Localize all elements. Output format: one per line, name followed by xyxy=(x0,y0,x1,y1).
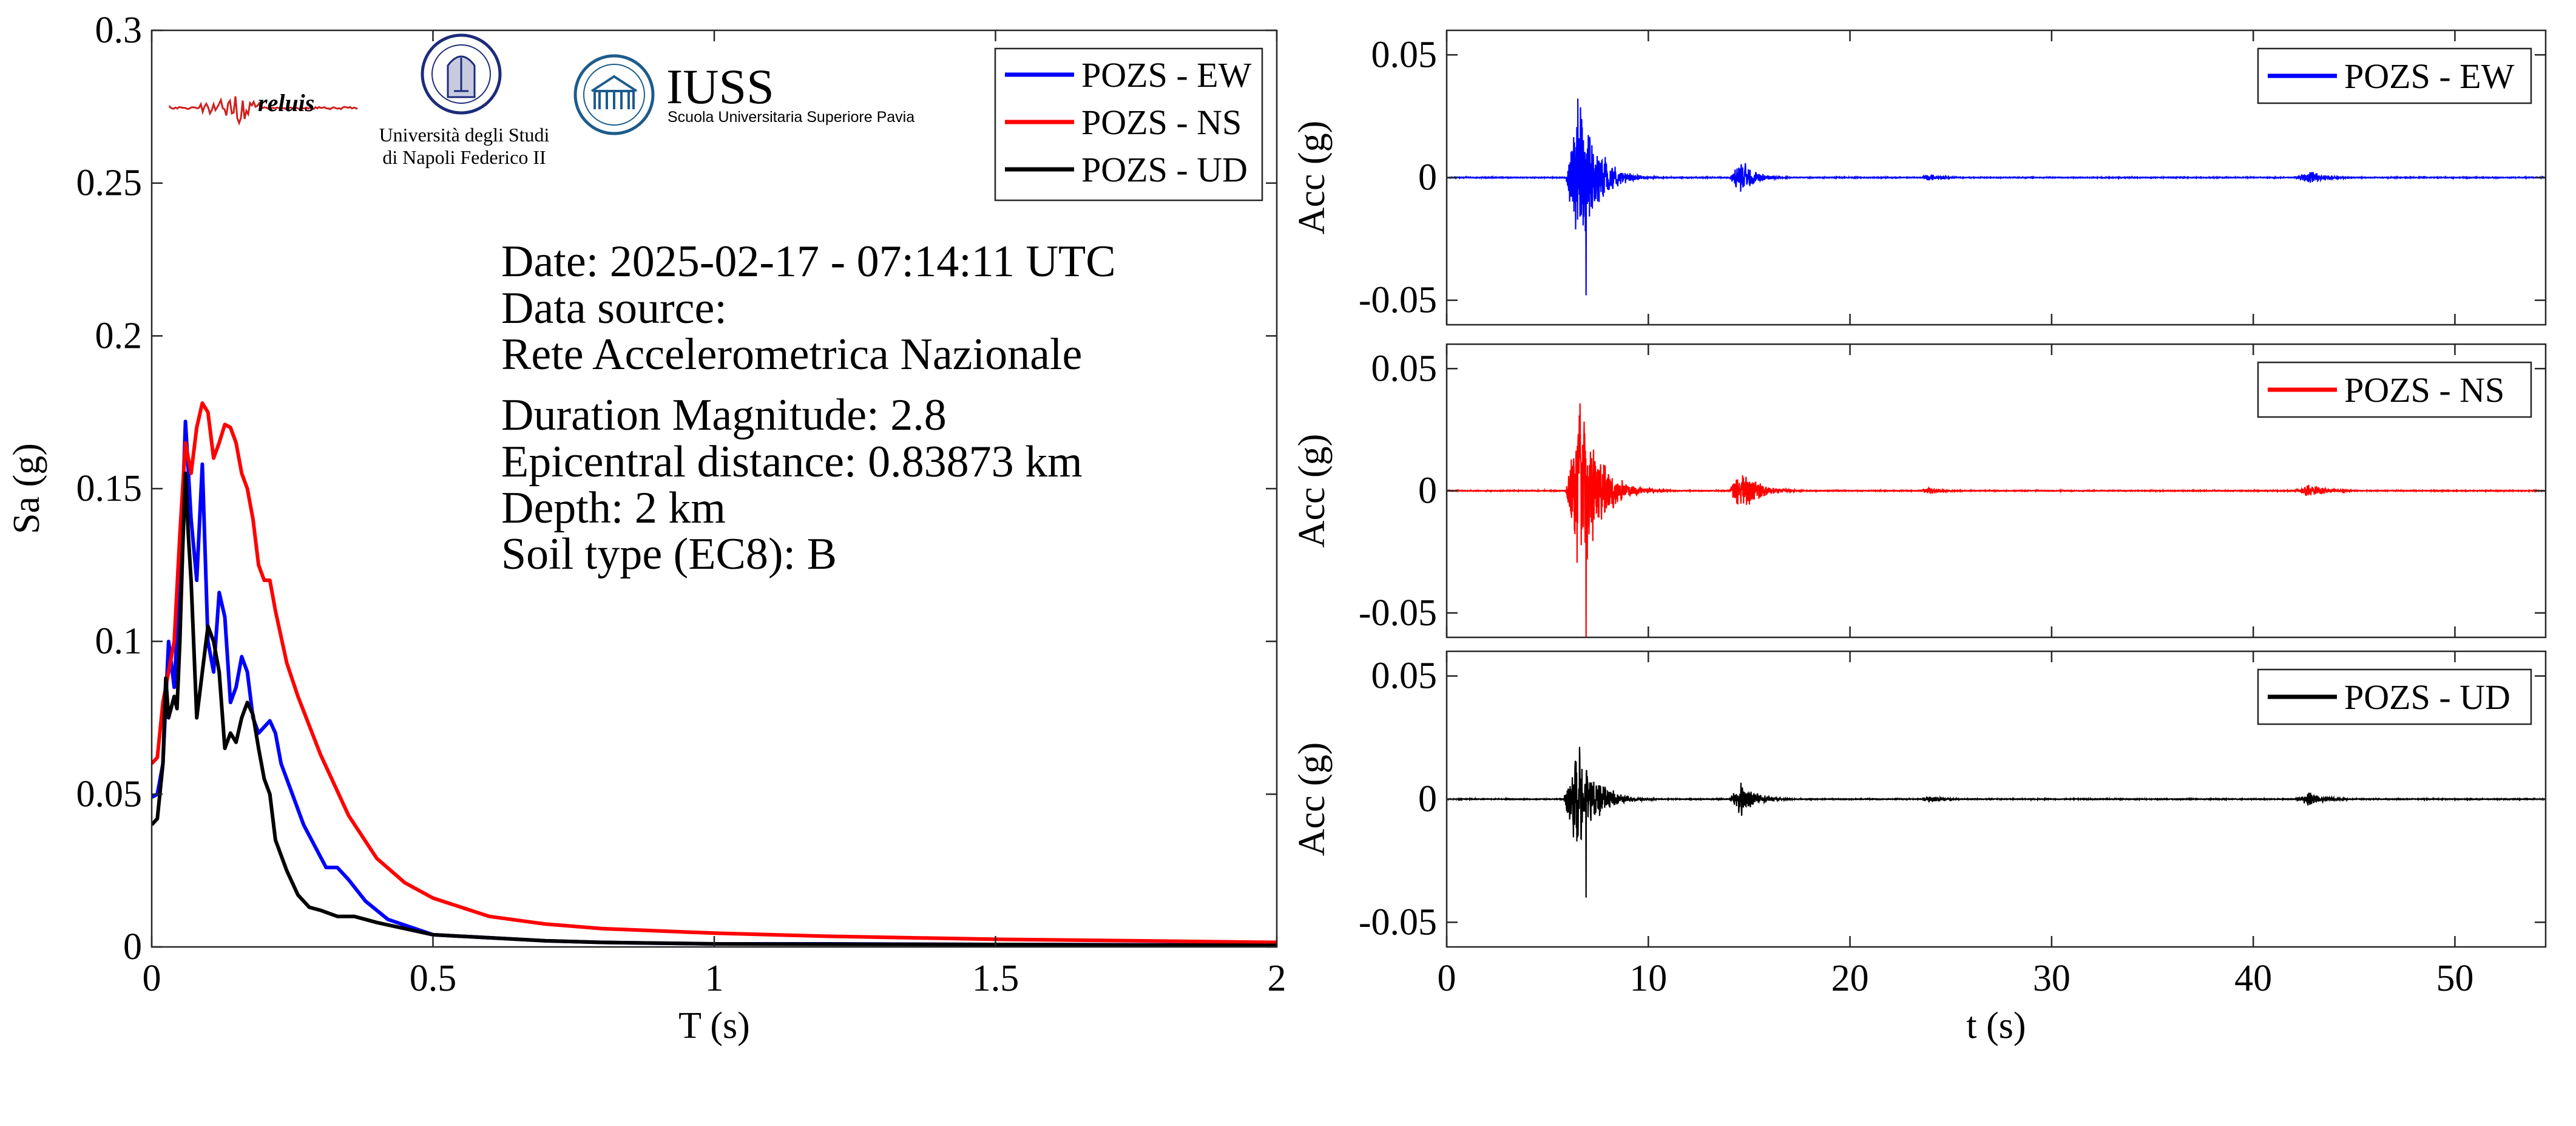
x-tick-label: 1.5 xyxy=(972,958,1019,999)
plot-area xyxy=(152,401,1277,947)
unina-line1: Università degli Studi xyxy=(379,124,550,146)
series-line-pozs-ns xyxy=(1447,403,2546,637)
info-soil: Soil type (EC8): B xyxy=(501,529,837,579)
x-tick-label: 0 xyxy=(143,958,161,999)
y-tick-label: 0 xyxy=(1418,157,1437,198)
iuss-title: IUSS xyxy=(666,59,774,114)
x-tick-label: 0.5 xyxy=(410,958,457,999)
ns-accelerogram-chart: -0.05 0 0.05 Acc (g) POZS - NS xyxy=(1291,343,2547,639)
legend-label: POZS - NS xyxy=(1081,103,1242,142)
x-tick-label: 2 xyxy=(1268,958,1286,999)
y-tick-label: 0.25 xyxy=(76,163,143,204)
y-tick-label: -0.05 xyxy=(1359,280,1437,321)
info-date: Date: 2025-02-17 - 07:14:11 UTC xyxy=(501,237,1116,287)
legend-label: POZS - EW xyxy=(2344,56,2515,96)
x-tick-label: 1 xyxy=(705,958,724,999)
info-data-source: Data source: xyxy=(501,283,727,333)
info-distance: Epicentral distance: 0.83873 km xyxy=(501,437,1083,487)
legend-label: POZS - UD xyxy=(2344,677,2510,717)
series-line-pozs-ew xyxy=(1447,98,2546,296)
y-tick-label: -0.05 xyxy=(1359,592,1437,634)
legend-label: POZS - EW xyxy=(1081,55,1252,95)
legend-label: POZS - NS xyxy=(2344,370,2504,410)
event-info: Date: 2025-02-17 - 07:14:11 UTC Data sou… xyxy=(501,237,1116,579)
legend: POZS - EW POZS - NS POZS - UD xyxy=(994,47,1263,202)
y-axis-label: Acc (g) xyxy=(1291,434,1333,548)
y-tick-label: 0 xyxy=(1418,779,1437,820)
plot-area xyxy=(1447,747,2546,898)
y-tick-label: 0.05 xyxy=(76,773,143,815)
plot-area xyxy=(1447,403,2546,637)
info-magnitude: Duration Magnitude: 2.8 xyxy=(501,390,947,440)
legend-box xyxy=(994,47,1263,202)
y-axis-label: Sa (g) xyxy=(6,443,47,534)
y-tick-label: 0.2 xyxy=(95,315,143,356)
x-axis-label: t (s) xyxy=(1966,1005,2026,1046)
info-network: Rete Accelerometrica Nazionale xyxy=(501,330,1082,379)
legend: POZS - EW xyxy=(2257,47,2532,104)
y-tick-label: 0.15 xyxy=(76,468,143,509)
info-depth: Depth: 2 km xyxy=(501,483,726,533)
plot-area xyxy=(1447,98,2546,296)
y-tick-label: 0.05 xyxy=(1371,34,1438,75)
response-spectrum-chart: 0 0.05 0.1 0.15 0.2 0.25 0.3 0 0.5 1 1.5 2 T (s) Sa (… xyxy=(6,10,1286,1046)
y-tick-label: 0.05 xyxy=(1371,348,1438,389)
y-tick-label: -0.05 xyxy=(1359,901,1437,943)
y-axis-label: Acc (g) xyxy=(1291,742,1333,856)
y-tick-label: 0.05 xyxy=(1371,656,1438,697)
iuss-subtitle: Scuola Universitaria Superiore Pavia xyxy=(668,109,914,126)
y-tick-label: 0.1 xyxy=(95,621,143,662)
x-tick-label: 20 xyxy=(1831,958,1869,999)
x-tick-label: 40 xyxy=(2234,958,2272,999)
series-line-pozs-ns xyxy=(152,401,1277,945)
x-tick-label: 50 xyxy=(2436,958,2473,999)
series-line-pozs-ud xyxy=(1447,747,2546,898)
unina-line2: di Napoli Federico II xyxy=(382,146,546,168)
x-tick-label: 30 xyxy=(2033,958,2071,999)
y-tick-label: 0 xyxy=(123,926,142,968)
reluis-wave-icon xyxy=(169,96,358,126)
y-axis-label: Acc (g) xyxy=(1291,121,1333,235)
series-line-pozs-ud xyxy=(152,471,1277,947)
reluis-logo-text: reluis xyxy=(258,89,314,117)
ew-accelerogram-chart: -0.05 0 0.05 Acc (g) POZS - EW xyxy=(1291,29,2547,326)
y-tick-label: 0 xyxy=(1418,470,1437,512)
x-tick-label: 0 xyxy=(1438,958,1456,999)
reluis-logo: reluis xyxy=(169,89,358,126)
x-axis-label: T (s) xyxy=(678,1005,750,1046)
y-tick-label: 0.3 xyxy=(95,10,143,51)
legend: POZS - NS xyxy=(2257,361,2532,418)
x-tick-label: 10 xyxy=(1629,958,1667,999)
legend-label: POZS - UD xyxy=(1081,150,1248,189)
legend: POZS - UD xyxy=(2257,668,2532,725)
unina-logo: Università degli Studi di Napoli Federic… xyxy=(379,33,550,168)
iuss-logo: IUSS Scuola Universitaria Superiore Pavi… xyxy=(573,54,914,135)
